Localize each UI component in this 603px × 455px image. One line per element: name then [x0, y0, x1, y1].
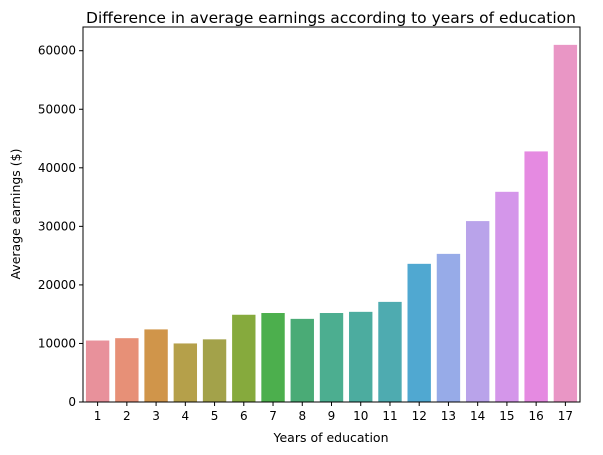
bar-13 — [436, 253, 461, 402]
bar-15 — [495, 191, 519, 402]
bar-14 — [465, 221, 490, 402]
x-tick-label-7: 7 — [269, 409, 277, 423]
bar-16 — [524, 151, 548, 402]
bar-17 — [553, 44, 578, 403]
bar-10 — [349, 311, 373, 402]
x-tick-label-10: 10 — [353, 409, 368, 423]
x-tick-label-11: 11 — [382, 409, 397, 423]
y-axis: 0 10000 20000 30000 40000 50000 60000 — [38, 44, 83, 409]
x-axis: 1 2 3 4 5 6 7 8 9 10 11 12 13 14 15 16 17 — [94, 402, 573, 423]
bar-7 — [261, 313, 285, 402]
y-axis-label: Average earnings ($) — [8, 148, 23, 279]
x-tick-label-17: 17 — [558, 409, 573, 423]
x-tick-label-13: 13 — [441, 409, 456, 423]
bar-9 — [319, 313, 344, 402]
y-tick-label-60000: 60000 — [38, 44, 76, 58]
x-tick-label-14: 14 — [470, 409, 485, 423]
y-tick-label-20000: 20000 — [38, 278, 76, 292]
x-tick-label-1: 1 — [94, 409, 102, 423]
x-tick-label-3: 3 — [152, 409, 160, 423]
y-tick-label-50000: 50000 — [38, 102, 76, 116]
bar-12 — [407, 263, 431, 402]
bars-group — [85, 44, 578, 403]
x-tick-label-8: 8 — [298, 409, 306, 423]
bar-5 — [202, 339, 227, 402]
y-tick-label-0: 0 — [68, 395, 76, 409]
chart-title: Difference in average earnings according… — [86, 9, 576, 27]
bar-4 — [173, 343, 198, 402]
y-tick-label-10000: 10000 — [38, 336, 76, 350]
bar-11 — [378, 301, 402, 402]
x-tick-label-15: 15 — [499, 409, 514, 423]
bar-3 — [144, 329, 168, 402]
bar-6 — [232, 314, 256, 402]
x-tick-label-4: 4 — [182, 409, 190, 423]
bar-2 — [115, 338, 139, 402]
bar-8 — [290, 318, 314, 402]
x-tick-label-5: 5 — [211, 409, 219, 423]
x-tick-label-12: 12 — [412, 409, 427, 423]
y-tick-label-40000: 40000 — [38, 161, 76, 175]
y-tick-label-30000: 30000 — [38, 219, 76, 233]
x-axis-label: Years of education — [273, 430, 389, 445]
x-tick-label-6: 6 — [240, 409, 248, 423]
bar-1 — [85, 340, 110, 402]
plot-frame — [82, 26, 581, 403]
x-tick-label-16: 16 — [529, 409, 544, 423]
x-tick-label-9: 9 — [328, 409, 336, 423]
x-tick-label-2: 2 — [123, 409, 131, 423]
